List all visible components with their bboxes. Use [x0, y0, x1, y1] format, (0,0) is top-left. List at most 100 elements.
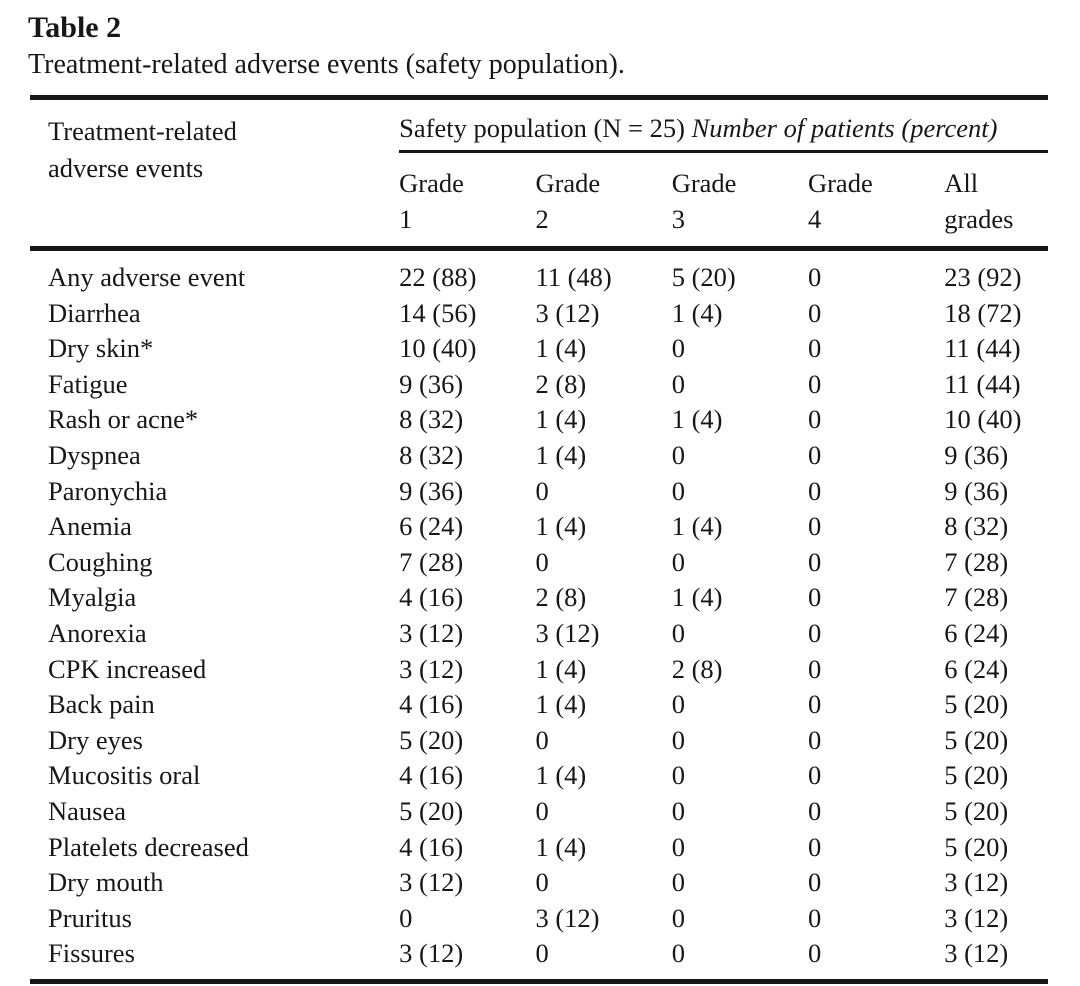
cell-all-grades: 18 (72) [944, 297, 1022, 328]
cell-grade4: 0 [807, 475, 822, 506]
table-title: Table 2 [28, 11, 122, 44]
column-header-all-grades-line2: grades [944, 204, 1014, 234]
adverse-events-table: Treatment-related adverse events Safety … [30, 95, 1048, 984]
cell-grade4: 0 [807, 439, 822, 470]
cell-grade1: 3 (12) [399, 617, 464, 648]
cell-grade2: 1 (4) [535, 439, 587, 470]
cell-grade4: 0 [807, 404, 822, 435]
cell-grade3: 0 [671, 724, 685, 755]
cell-grade1: 9 (36) [399, 368, 464, 399]
cell-grade2: 1 (4) [535, 689, 587, 720]
cell-grade1: 5 (20) [399, 795, 464, 826]
cell-grade1: 0 [399, 902, 413, 933]
table-row: Diarrhea 14 (56) 3 (12) 1 (4) 0 18 (72) [30, 296, 1048, 332]
column-header-grade3: Grade 3 [671, 151, 808, 251]
cell-grade3: 0 [671, 760, 685, 791]
cell-grade3: 0 [671, 439, 685, 470]
table-row: Back pain 4 (16) 1 (4) 0 0 5 (20) [30, 687, 1048, 723]
row-label-header-line2: adverse events [48, 153, 204, 183]
cell-grade4: 0 [807, 724, 822, 755]
cell-grade3: 1 (4) [671, 582, 723, 613]
cell-grade3: 0 [671, 333, 685, 364]
cell-grade1: 3 (12) [399, 867, 464, 898]
cell-grade3: 0 [671, 938, 685, 969]
span-header-regular: Safety population (N = 25) [399, 113, 692, 143]
table-row: Any adverse event 22 (88) 11 (48) 5 (20)… [30, 249, 1048, 296]
table-caption: Treatment-related adverse events (safety… [28, 49, 625, 80]
row-label: Anemia [48, 511, 132, 542]
cell-grade2: 1 (4) [535, 831, 587, 862]
cell-grade2: 1 (4) [535, 333, 587, 364]
column-header-grade1-line1: Grade [399, 168, 464, 198]
column-header-grade2-line1: Grade [535, 168, 601, 198]
cell-grade1: 14 (56) [399, 297, 477, 328]
table-body: Any adverse event 22 (88) 11 (48) 5 (20)… [30, 249, 1048, 982]
cell-grade4: 0 [807, 653, 822, 684]
cell-grade4: 0 [807, 582, 822, 613]
column-header-all-grades: All grades [944, 151, 1048, 251]
row-label: Dry mouth [48, 867, 164, 898]
cell-grade1: 4 (16) [399, 582, 464, 613]
cell-grade4: 0 [807, 795, 822, 826]
cell-grade3: 2 (8) [671, 653, 723, 684]
cell-grade1: 4 (16) [399, 760, 464, 791]
row-label: Nausea [48, 795, 126, 826]
cell-grade3: 0 [671, 617, 685, 648]
cell-all-grades: 7 (28) [944, 582, 1009, 613]
cell-grade1: 8 (32) [399, 404, 464, 435]
cell-grade2: 1 (4) [535, 404, 587, 435]
cell-grade2: 3 (12) [535, 297, 600, 328]
cell-grade3: 1 (4) [671, 404, 723, 435]
cell-grade3: 0 [671, 368, 685, 399]
cell-all-grades: 9 (36) [944, 439, 1009, 470]
table-row: Platelets decreased 4 (16) 1 (4) 0 0 5 (… [30, 830, 1048, 866]
cell-grade2: 1 (4) [535, 511, 587, 542]
cell-all-grades: 10 (40) [944, 404, 1022, 435]
cell-grade2: 0 [535, 867, 549, 898]
cell-all-grades: 6 (24) [944, 653, 1009, 684]
table-row: Anorexia 3 (12) 3 (12) 0 0 6 (24) [30, 616, 1048, 652]
table-row: Dry eyes 5 (20) 0 0 0 5 (20) [30, 723, 1048, 759]
column-header-all-grades-line1: All [944, 168, 979, 198]
cell-grade4: 0 [807, 867, 822, 898]
cell-grade4: 0 [807, 546, 822, 577]
cell-grade4: 0 [807, 831, 822, 862]
cell-all-grades: 11 (44) [944, 333, 1021, 364]
cell-grade1: 7 (28) [399, 546, 464, 577]
cell-grade4: 0 [807, 262, 822, 292]
cell-grade2: 3 (12) [535, 617, 600, 648]
row-label: Fatigue [48, 368, 128, 399]
cell-grade1: 4 (16) [399, 689, 464, 720]
cell-grade2: 1 (4) [535, 760, 587, 791]
table-row: Mucositis oral 4 (16) 1 (4) 0 0 5 (20) [30, 758, 1048, 794]
cell-grade4: 0 [807, 617, 822, 648]
table-row: Coughing 7 (28) 0 0 0 7 (28) [30, 545, 1048, 581]
table-row: Myalgia 4 (16) 2 (8) 1 (4) 0 7 (28) [30, 580, 1048, 616]
table-row: Fatigue 9 (36) 2 (8) 0 0 11 (44) [30, 367, 1048, 403]
header-row-grades: Grade 1 Grade 2 Grade 3 Grade 4 All gr [30, 151, 1048, 251]
row-label: Back pain [48, 689, 155, 720]
table-row: Paronychia 9 (36) 0 0 0 9 (36) [30, 474, 1048, 510]
cell-grade1: 8 (32) [399, 439, 464, 470]
row-label-header-line1: Treatment-related [48, 116, 237, 146]
cell-grade1: 22 (88) [399, 262, 477, 292]
cell-grade4: 0 [807, 902, 822, 933]
row-label: Dyspnea [48, 439, 141, 470]
row-label: CPK increased [48, 653, 207, 684]
cell-grade1: 9 (36) [399, 475, 464, 506]
cell-all-grades: 3 (12) [944, 938, 1009, 969]
cell-grade3: 0 [671, 867, 685, 898]
row-label: Pruritus [48, 902, 132, 933]
row-label: Anorexia [48, 617, 147, 648]
cell-grade3: 5 (20) [671, 262, 736, 292]
cell-grade4: 0 [807, 760, 822, 791]
cell-grade2: 2 (8) [535, 582, 587, 613]
cell-grade3: 1 (4) [671, 511, 723, 542]
row-label: Dry skin* [48, 333, 154, 364]
cell-all-grades: 11 (44) [944, 368, 1021, 399]
cell-grade3: 0 [671, 689, 685, 720]
table-row: Rash or acne* 8 (32) 1 (4) 1 (4) 0 10 (4… [30, 402, 1048, 438]
cell-all-grades: 3 (12) [944, 902, 1009, 933]
cell-all-grades: 5 (20) [944, 795, 1009, 826]
